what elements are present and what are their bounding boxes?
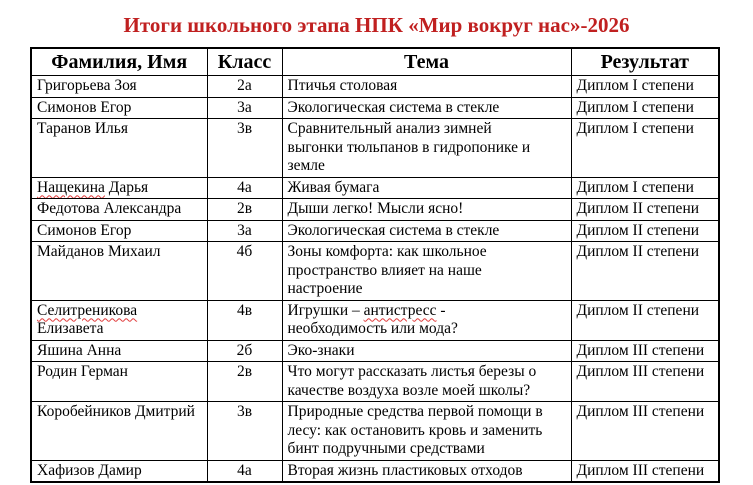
cell-result: Диплом III степени: [570, 361, 720, 402]
text-segment: Вторая жизнь пластиковых отходов: [287, 461, 523, 479]
cell-class: 4а: [206, 459, 283, 483]
misspelled-word: Селитреникова: [37, 301, 138, 319]
cell-result: Диплом I степени: [570, 75, 720, 98]
text-segment: Таранов Илья: [37, 120, 128, 137]
text-segment: Эко-знаки: [287, 341, 355, 359]
misspelled-word: Нащекина: [37, 178, 105, 196]
cell-result: Диплом II степени: [570, 299, 720, 341]
cell-topic: Экологическая система в стекле: [281, 96, 572, 119]
text-segment: Дарья: [104, 178, 149, 196]
text-segment: Природные средства первой помощи в лесу:…: [287, 403, 543, 457]
cell-result: Диплом II степени: [570, 241, 720, 301]
table-row: Коробейников Дмитрий 3в Природные средства…: [30, 401, 720, 461]
text-segment: Экологическая система в стекле: [287, 98, 500, 116]
cell-name: Яшина Анна: [30, 339, 208, 362]
cell-topic: Сравнительный анализ зимней выгонки тюль…: [281, 118, 572, 178]
table-row: Федотова Александра 2в Дыши легко! Мысли я…: [30, 198, 720, 221]
cell-name: Федотова Александра: [30, 198, 208, 221]
cell-class: 2б: [206, 339, 283, 362]
text-segment: Птичья столовая: [287, 77, 398, 94]
misspelled-word: антистресс: [363, 301, 437, 319]
cell-topic: Игрушки – антистресс - необходимость или…: [281, 299, 572, 341]
cell-topic: Эко-знаки: [281, 339, 572, 362]
text-segment: Яшина Анна: [37, 341, 122, 359]
text-segment: Федотова Александра: [37, 200, 182, 217]
cell-result: Диплом II степени: [570, 198, 720, 221]
cell-topic: Дыши легко! Мысли ясно!: [281, 198, 572, 221]
table-row: Нащекина Дарья 4а Живая бумага Диплом I сте…: [30, 176, 720, 199]
cell-class: 2в: [206, 361, 283, 402]
text-segment: Елизавета: [37, 320, 104, 337]
cell-result: Диплом I степени: [570, 176, 720, 199]
text-segment: Что могут рассказать листья березы о кач…: [287, 363, 537, 399]
cell-class: 4в: [206, 299, 283, 341]
cell-topic: Экологическая система в стекле: [281, 219, 572, 242]
text-segment: Зоны комфорта: как школьное пространство…: [287, 243, 487, 297]
column-header-class: Класс: [206, 47, 283, 76]
text-segment: Сравнительный анализ зимней выгонки тюль…: [287, 120, 531, 174]
cell-name: Нащекина Дарья: [30, 176, 208, 199]
cell-class: 3а: [206, 96, 283, 119]
column-header-result: Результат: [570, 47, 720, 76]
table-row: Яшина Анна 2б Эко-знаки Диплом III степени: [30, 339, 720, 362]
cell-class: 4а: [206, 176, 283, 199]
text-segment: Экологическая система в стекле: [287, 221, 500, 239]
table-row: Симонов Егор 3а Экологическая система в ст…: [30, 219, 720, 242]
page-title: Итоги школьного этапа НПК «Мир вокруг на…: [123, 13, 630, 37]
table-row: Селитреникова Елизавета 4в Игрушки – антис…: [30, 299, 720, 341]
cell-name: Майданов Михаил: [30, 241, 208, 301]
table-row: Майданов Михаил 4б Зоны комфорта: как школ…: [30, 241, 720, 301]
cell-topic: Что могут рассказать листья березы о кач…: [281, 361, 572, 402]
cell-result: Диплом I степени: [570, 96, 720, 119]
text-segment: Дыши легко! Мысли ясно!: [287, 200, 464, 217]
cell-name: Коробейников Дмитрий: [30, 401, 208, 461]
cell-class: 2в: [206, 198, 283, 221]
cell-topic: Вторая жизнь пластиковых отходов: [281, 459, 572, 483]
cell-result: Диплом II степени: [570, 219, 720, 242]
text-segment: Майданов Михаил: [37, 243, 161, 260]
table-row: Симонов Егор 3а Экологическая система в ст…: [30, 96, 720, 119]
cell-name: Родин Герман: [30, 361, 208, 402]
column-header-name: Фамилия, Имя: [30, 47, 208, 76]
cell-topic: Зоны комфорта: как школьное пространство…: [281, 241, 572, 301]
cell-result: Диплом III степени: [570, 401, 720, 461]
cell-class: 3в: [206, 118, 283, 178]
cell-class: 3в: [206, 401, 283, 461]
table-row: Хафизов Дамир 4а Вторая жизнь пластиковых …: [30, 459, 720, 483]
table-row: Родин Герман 2в Что могут рассказать листь…: [30, 361, 720, 402]
cell-name: Григорьева Зоя: [30, 75, 208, 98]
cell-class: 3а: [206, 219, 283, 242]
text-segment: Родин Герман: [37, 363, 128, 380]
text-segment: Хафизов Дамир: [37, 461, 142, 479]
text-segment: Живая бумага: [287, 178, 380, 196]
cell-name: Симонов Егор: [30, 96, 208, 119]
text-segment: Симонов Егор: [37, 221, 132, 239]
text-segment: Григорьева Зоя: [37, 77, 137, 94]
cell-class: 4б: [206, 241, 283, 301]
results-table: Фамилия, Имя Класс Тема Результат Григор…: [30, 47, 720, 483]
cell-topic: Птичья столовая: [281, 75, 572, 98]
cell-result: Диплом III степени: [570, 459, 720, 483]
text-segment: Коробейников Дмитрий: [37, 403, 195, 420]
cell-topic: Живая бумага: [281, 176, 572, 199]
cell-topic: Природные средства первой помощи в лесу:…: [281, 401, 572, 461]
results-table-body: Григорьева Зоя 2а Птичья столовая Диплом I …: [30, 75, 720, 483]
cell-name: Селитреникова Елизавета: [30, 299, 208, 341]
cell-result: Диплом III степени: [570, 339, 720, 362]
cell-name: Таранов Илья: [30, 118, 208, 178]
text-segment: Игрушки –: [287, 301, 364, 319]
cell-name: Хафизов Дамир: [30, 459, 208, 483]
table-row: Таранов Илья 3в Сравнительный анализ зимне…: [30, 118, 720, 178]
cell-name: Симонов Егор: [30, 219, 208, 242]
column-header-topic: Тема: [281, 47, 572, 76]
text-segment: Симонов Егор: [37, 98, 132, 116]
cell-result: Диплом I степени: [570, 118, 720, 178]
text-segment: - необходимость или мода?: [287, 301, 458, 338]
cell-class: 2а: [206, 75, 283, 98]
table-row: Григорьева Зоя 2а Птичья столовая Диплом I …: [30, 75, 720, 98]
table-header-row: Фамилия, Имя Класс Тема Результат: [30, 47, 720, 76]
